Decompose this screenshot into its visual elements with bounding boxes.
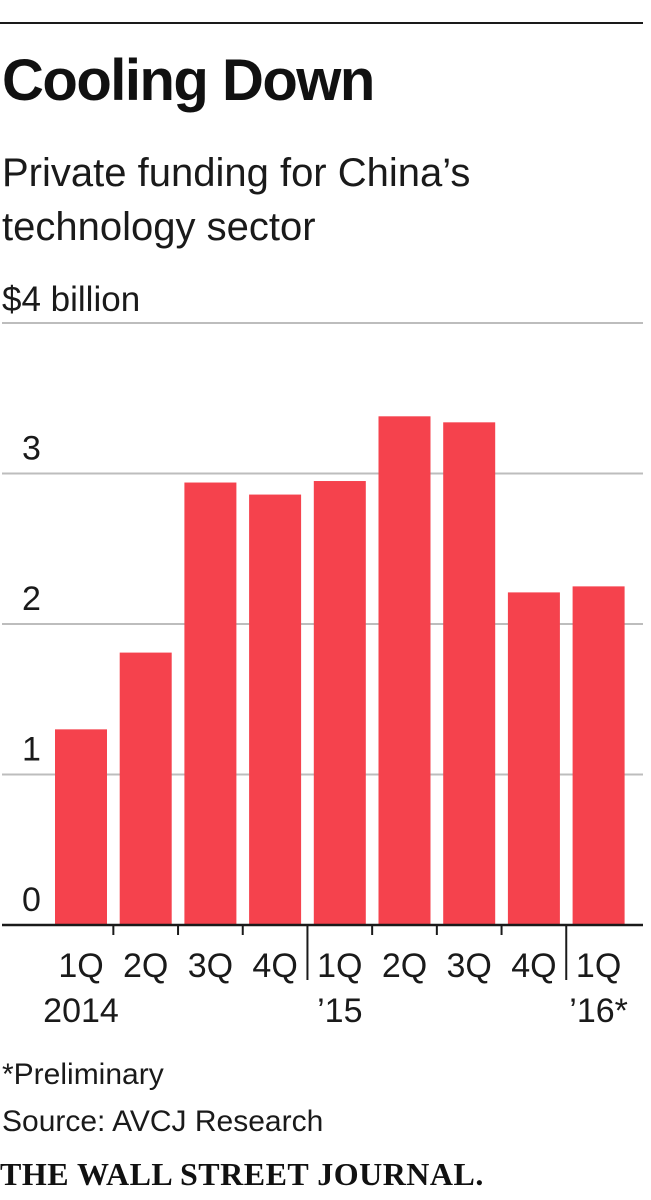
y-tick-label-2: 2 [22,580,41,618]
source-note: Source: AVCJ Research [2,1105,324,1138]
footnote: *Preliminary [2,1058,164,1091]
bar-7 [443,422,496,925]
x-tick-label-quarter-6: 2Q [382,947,427,985]
x-tick-label-year-1: 2014 [43,992,119,1030]
publisher-logo: THE WALL STREET JOURNAL. [0,1156,484,1192]
bar-8 [507,592,560,925]
x-tick-label-quarter-8: 4Q [511,947,556,985]
x-tick-label-year-5: ’15 [317,992,362,1030]
bar-5 [313,481,366,925]
bar-4 [249,494,302,925]
bar-6 [378,416,431,925]
y-tick-label-3: 3 [22,430,41,468]
bar-9 [572,586,625,925]
x-tick-label-quarter-7: 3Q [447,947,492,985]
bar-3 [184,482,237,925]
bar-1 [55,729,107,925]
x-tick-label-quarter-1: 1Q [58,947,103,985]
x-tick-label-quarter-4: 4Q [252,947,297,985]
top-rule [0,22,643,24]
y-tick-label-1: 1 [22,731,41,769]
bar-2 [119,652,172,925]
y-axis-unit-label: $4 billion [2,280,141,319]
x-tick-label-quarter-2: 2Q [123,947,168,985]
x-tick-label-year-9: ’16* [569,992,628,1030]
x-tick-label-quarter-9: 1Q [576,947,621,985]
x-tick-label-quarter-5: 1Q [317,947,362,985]
chart-subtitle: Private funding for China’s technology s… [2,151,471,249]
chart-title: Cooling Down [2,48,375,113]
y-tick-label-0: 0 [22,881,41,919]
x-tick-label-quarter-3: 3Q [188,947,233,985]
